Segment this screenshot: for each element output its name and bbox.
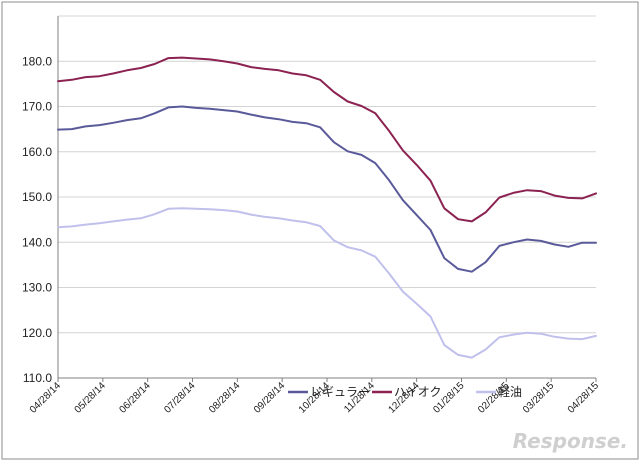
legend: レギュラー ハイオク 軽油 (288, 385, 522, 399)
series-line (57, 105, 597, 273)
grid-lines (58, 15, 596, 334)
response-watermark: Response. (513, 429, 628, 453)
legend-label: レギュラー (310, 385, 370, 399)
y-tick-labels: 110.0 120.0 130.0 140.0 150.0 160.0 170.0 180.0 (22, 54, 52, 385)
y-tick-label: 120.0 (22, 326, 52, 340)
y-tick-label: 180.0 (22, 54, 52, 68)
y-tick-label: 160.0 (22, 145, 52, 159)
y-tick-label: 140.0 (22, 235, 52, 249)
legend-label: ハイオク (394, 385, 442, 399)
series-lines (57, 56, 597, 359)
y-tick-label: 130.0 (22, 281, 52, 295)
y-tick-label: 150.0 (22, 190, 52, 204)
legend-label: 軽油 (498, 385, 522, 399)
series-line (57, 56, 597, 223)
axes (57, 16, 597, 382)
y-tick-label: 110.0 (23, 371, 52, 385)
series-line (57, 207, 597, 359)
y-tick-label: 170.0 (22, 100, 52, 114)
